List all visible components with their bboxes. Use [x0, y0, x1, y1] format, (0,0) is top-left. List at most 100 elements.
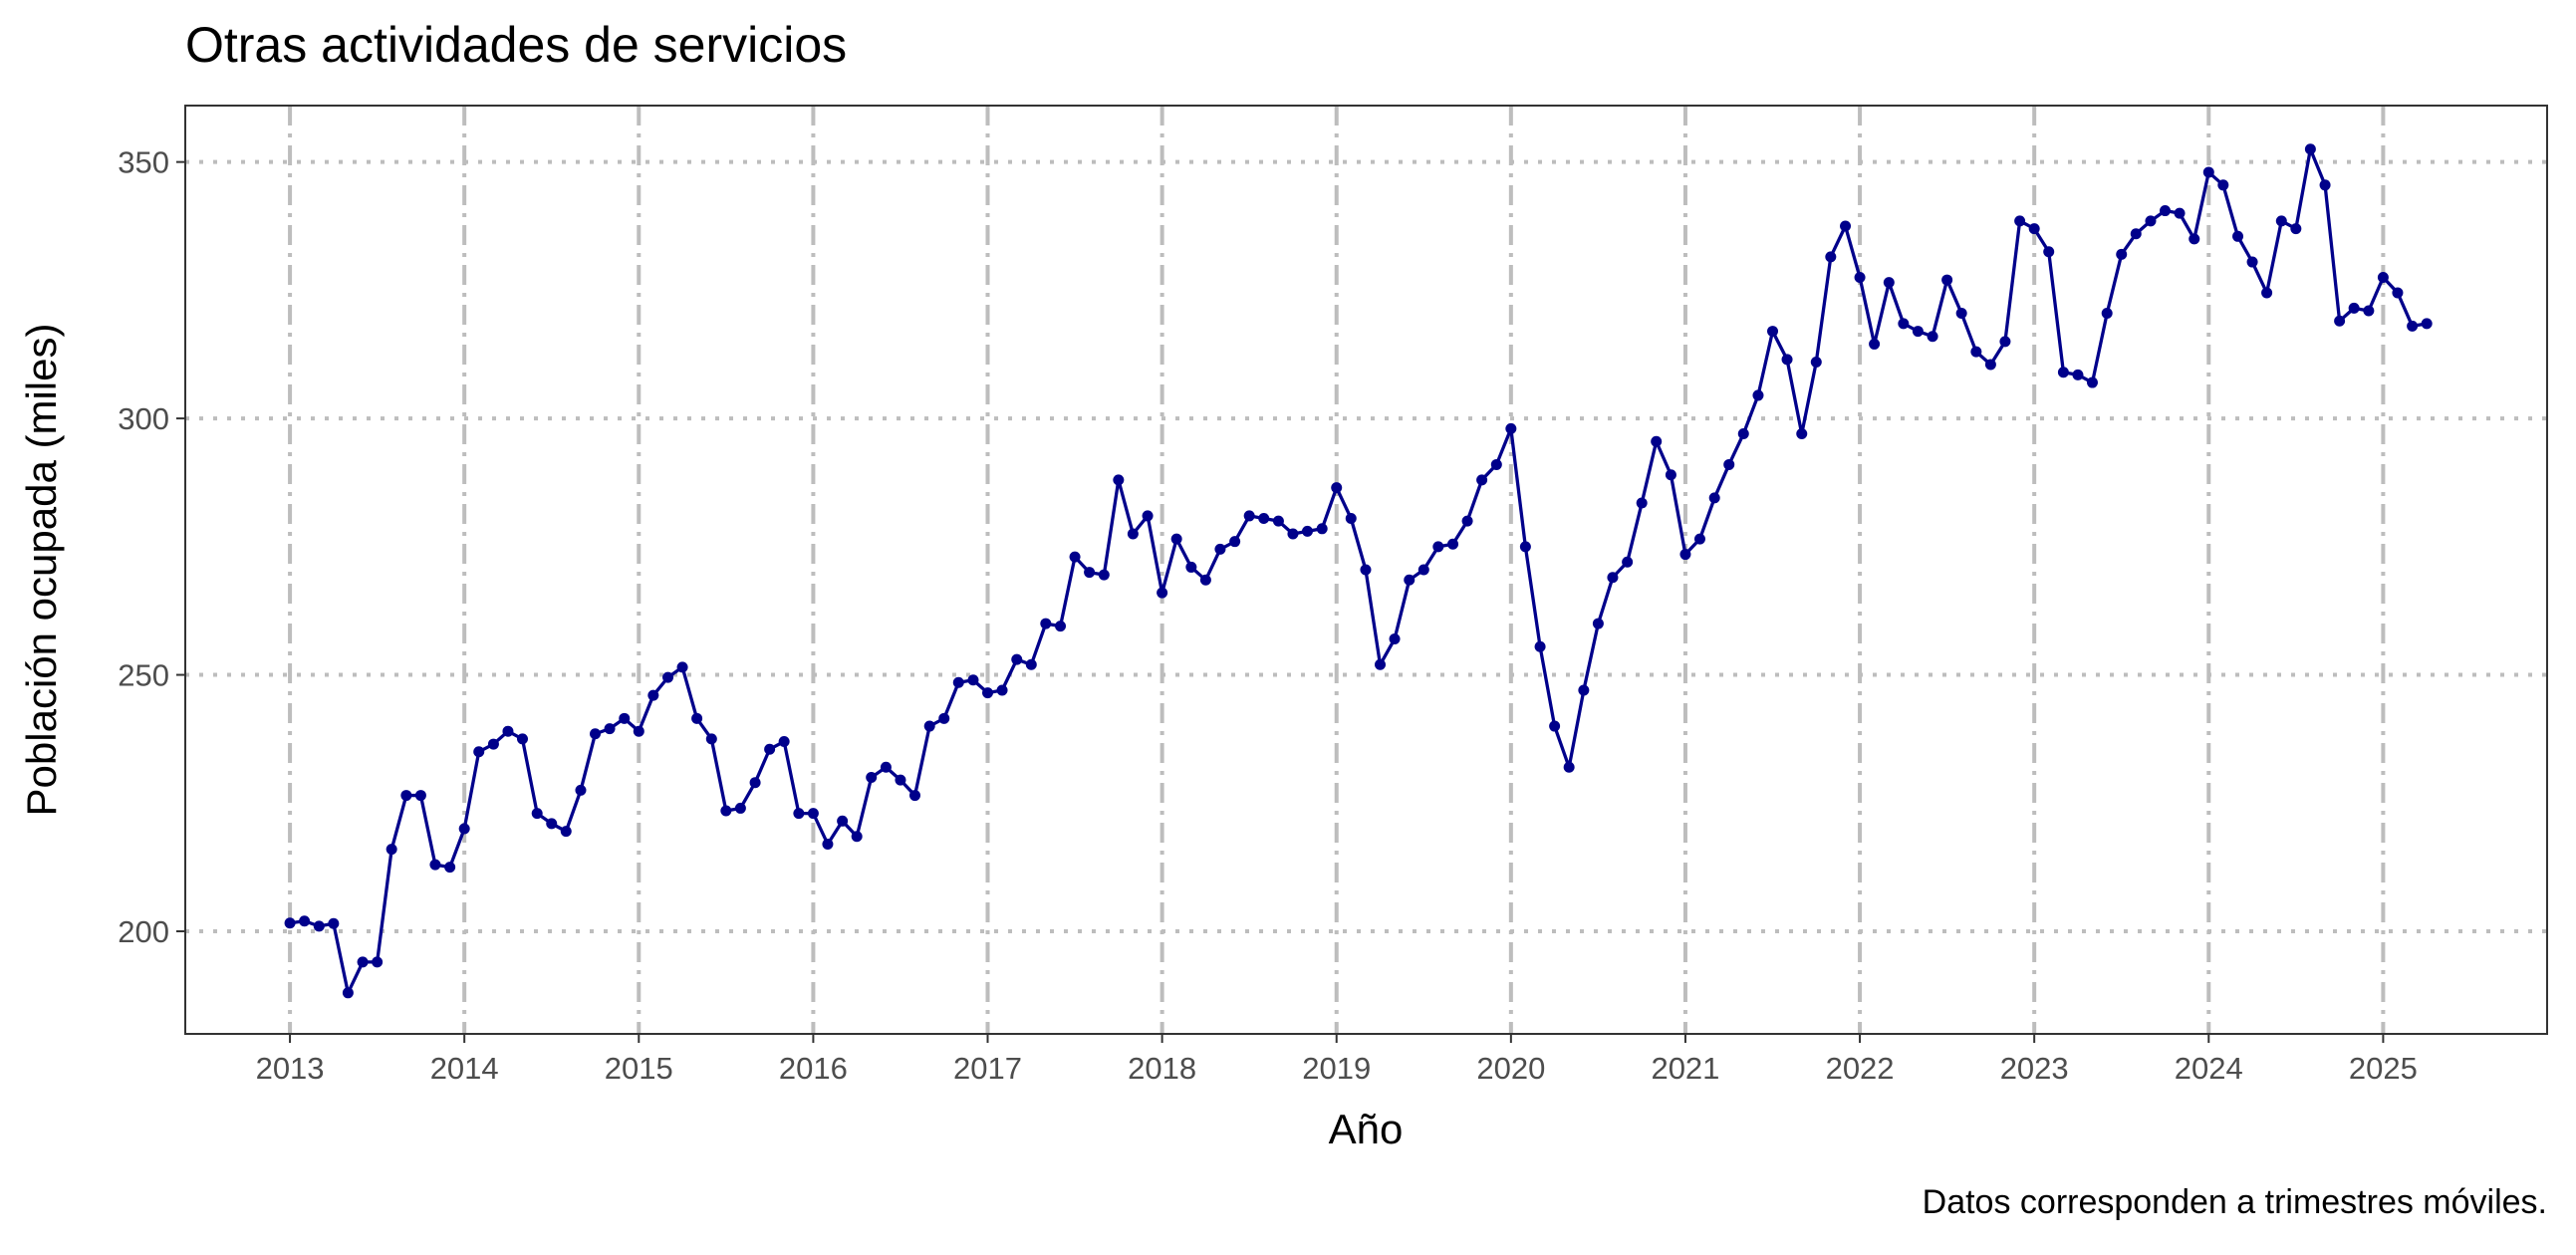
data-point: [2319, 179, 2331, 191]
data-point: [1331, 482, 1343, 494]
data-point: [1984, 359, 1996, 371]
data-point: [1375, 658, 1387, 670]
data-point: [952, 676, 964, 688]
data-point: [604, 723, 616, 735]
data-point: [1055, 621, 1067, 632]
chart-title: Otras actividades de servicios: [185, 17, 847, 73]
data-point: [1229, 536, 1241, 548]
data-point: [2363, 305, 2375, 317]
data-point: [2217, 179, 2229, 191]
data-point: [633, 725, 644, 737]
data-point: [328, 917, 340, 929]
x-tick-label: 2016: [779, 1051, 848, 1086]
data-point: [1679, 549, 1691, 561]
data-point: [880, 761, 892, 773]
data-point: [1999, 336, 2011, 348]
data-point: [2421, 318, 2433, 330]
data-point: [1781, 354, 1793, 366]
data-point: [299, 915, 311, 927]
x-tick-label: 2013: [256, 1051, 325, 1086]
data-point: [1752, 389, 1764, 401]
data-point: [1534, 640, 1546, 652]
data-point: [2290, 223, 2302, 235]
data-point: [619, 712, 631, 724]
y-tick-label: 350: [118, 145, 169, 180]
data-point: [866, 772, 878, 784]
data-point: [2377, 271, 2389, 283]
data-point: [1011, 653, 1023, 665]
data-point: [778, 735, 790, 747]
data-point: [2232, 230, 2244, 242]
data-point: [1970, 346, 1982, 358]
data-point: [313, 920, 325, 932]
data-point: [1636, 497, 1648, 509]
data-point: [1084, 567, 1096, 579]
data-point: [705, 733, 717, 745]
data-point: [1069, 551, 1081, 563]
data-point: [2086, 376, 2098, 388]
data-point: [1898, 318, 1910, 330]
data-point: [676, 661, 688, 673]
data-point: [1447, 538, 1459, 550]
data-point: [2145, 215, 2157, 227]
data-point: [734, 802, 746, 814]
data-point: [1432, 541, 1444, 553]
x-tick-label: 2015: [605, 1051, 673, 1086]
data-point: [749, 777, 761, 789]
data-point: [1404, 574, 1416, 586]
data-point: [1360, 564, 1372, 576]
x-tick-label: 2017: [953, 1051, 1022, 1086]
data-point: [1869, 338, 1881, 350]
data-point: [2028, 223, 2040, 235]
data-point: [1025, 658, 1037, 670]
data-point: [1796, 428, 1808, 440]
y-tick-label: 200: [118, 914, 169, 949]
data-point: [487, 738, 499, 750]
data-point: [1476, 474, 1488, 486]
x-axis-title: Año: [1329, 1106, 1404, 1152]
data-point: [1214, 543, 1226, 555]
data-point: [996, 684, 1008, 696]
data-point: [1955, 308, 1967, 320]
data-point: [531, 808, 543, 820]
y-axis-title: Población ocupada (miles): [18, 324, 65, 817]
data-point: [967, 674, 979, 686]
data-point: [1098, 569, 1110, 581]
data-point: [1622, 556, 1634, 568]
data-point: [1316, 523, 1328, 535]
x-tick-label: 2019: [1302, 1051, 1371, 1086]
data-point: [2101, 308, 2113, 320]
grid: [185, 106, 2547, 1034]
data-point: [590, 728, 602, 740]
caption: Datos corresponden a trimestres móviles.: [1923, 1183, 2547, 1221]
data-point: [1563, 761, 1575, 773]
data-point: [386, 844, 397, 856]
series-line: [289, 147, 2428, 995]
data-point: [1170, 533, 1182, 545]
data-point: [1301, 525, 1313, 537]
data-point: [851, 831, 863, 843]
data-point: [1810, 356, 1822, 368]
x-tick-label: 2022: [1826, 1051, 1895, 1086]
data-point: [575, 784, 587, 796]
data-point: [342, 987, 354, 999]
data-point: [982, 687, 994, 699]
data-point: [357, 956, 369, 968]
data-point: [1199, 574, 1211, 586]
data-point: [1767, 326, 1779, 338]
data-point: [1258, 513, 1270, 525]
panel-border: [184, 105, 2548, 1035]
data-point: [546, 818, 558, 830]
data-point: [473, 746, 485, 758]
data-point: [2334, 315, 2346, 327]
data-point: [444, 862, 456, 874]
data-point: [1142, 510, 1154, 522]
y-tick-label: 300: [118, 401, 169, 436]
x-tick-label: 2024: [2175, 1051, 2243, 1086]
data-point: [1490, 458, 1502, 470]
data-point: [1651, 435, 1663, 447]
data-point: [2189, 233, 2200, 245]
data-point: [1505, 422, 1517, 434]
data-point: [2246, 256, 2258, 268]
